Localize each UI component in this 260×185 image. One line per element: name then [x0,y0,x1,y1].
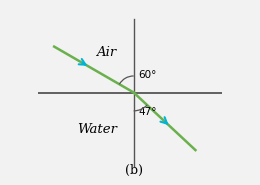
Text: 47°: 47° [138,107,157,117]
Text: Water: Water [77,123,117,136]
Text: (b): (b) [125,164,143,177]
Text: 60°: 60° [138,70,157,80]
Text: Air: Air [96,46,116,59]
